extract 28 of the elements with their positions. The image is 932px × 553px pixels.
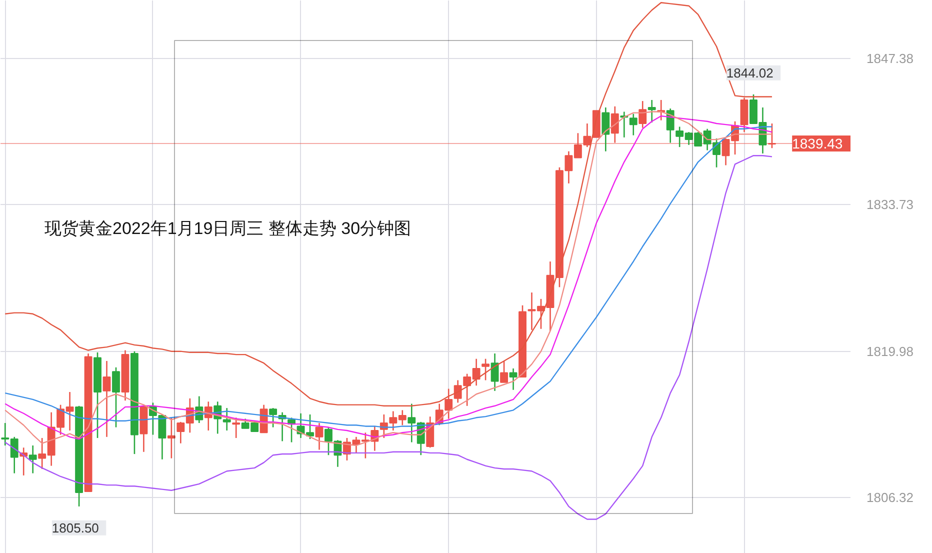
candlestick	[222, 407, 231, 432]
candlestick	[167, 417, 176, 459]
y-tick-label: 1819.98	[866, 344, 914, 360]
ref-line-label: 1839.43	[792, 136, 843, 152]
candlestick	[482, 358, 490, 381]
candlestick	[112, 366, 120, 428]
candlestick	[490, 352, 499, 392]
candlestick	[232, 417, 240, 439]
candlestick	[269, 407, 278, 428]
candlestick	[638, 100, 647, 128]
candlestick	[509, 368, 518, 390]
candlestick	[28, 444, 37, 474]
text: 现货黄金2022年1月19日周三 整体走势 30分钟图	[44, 219, 412, 238]
y-tick-label: 1833.73	[866, 196, 914, 212]
candlestick	[768, 122, 776, 149]
y-tick-label: 1847.38	[866, 50, 914, 66]
candlestick	[610, 106, 619, 144]
candlestick	[102, 360, 111, 438]
candlestick	[315, 422, 324, 450]
candlestick	[629, 113, 638, 136]
line-series	[4, 154, 773, 520]
candlestick	[648, 99, 656, 124]
annotation: 1805.50	[52, 520, 99, 536]
y-tick-label: 1806.32	[866, 490, 914, 506]
candlestick	[666, 108, 674, 144]
candlestick	[602, 106, 610, 152]
candlestick	[500, 360, 508, 384]
annotation: 1844.02	[726, 65, 774, 80]
